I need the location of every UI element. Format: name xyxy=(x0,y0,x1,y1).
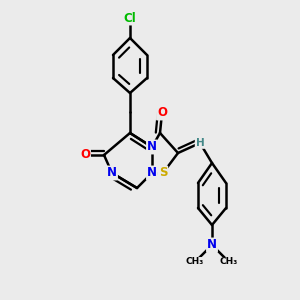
Text: O: O xyxy=(157,106,167,119)
Text: H: H xyxy=(196,138,204,148)
Text: Cl: Cl xyxy=(124,11,136,25)
Text: CH₃: CH₃ xyxy=(220,257,238,266)
Text: N: N xyxy=(147,140,157,154)
Text: N: N xyxy=(207,238,217,251)
Text: CH₃: CH₃ xyxy=(186,257,204,266)
Text: S: S xyxy=(159,167,167,179)
Text: N: N xyxy=(147,167,157,179)
Text: O: O xyxy=(80,148,90,161)
Text: N: N xyxy=(107,167,117,179)
